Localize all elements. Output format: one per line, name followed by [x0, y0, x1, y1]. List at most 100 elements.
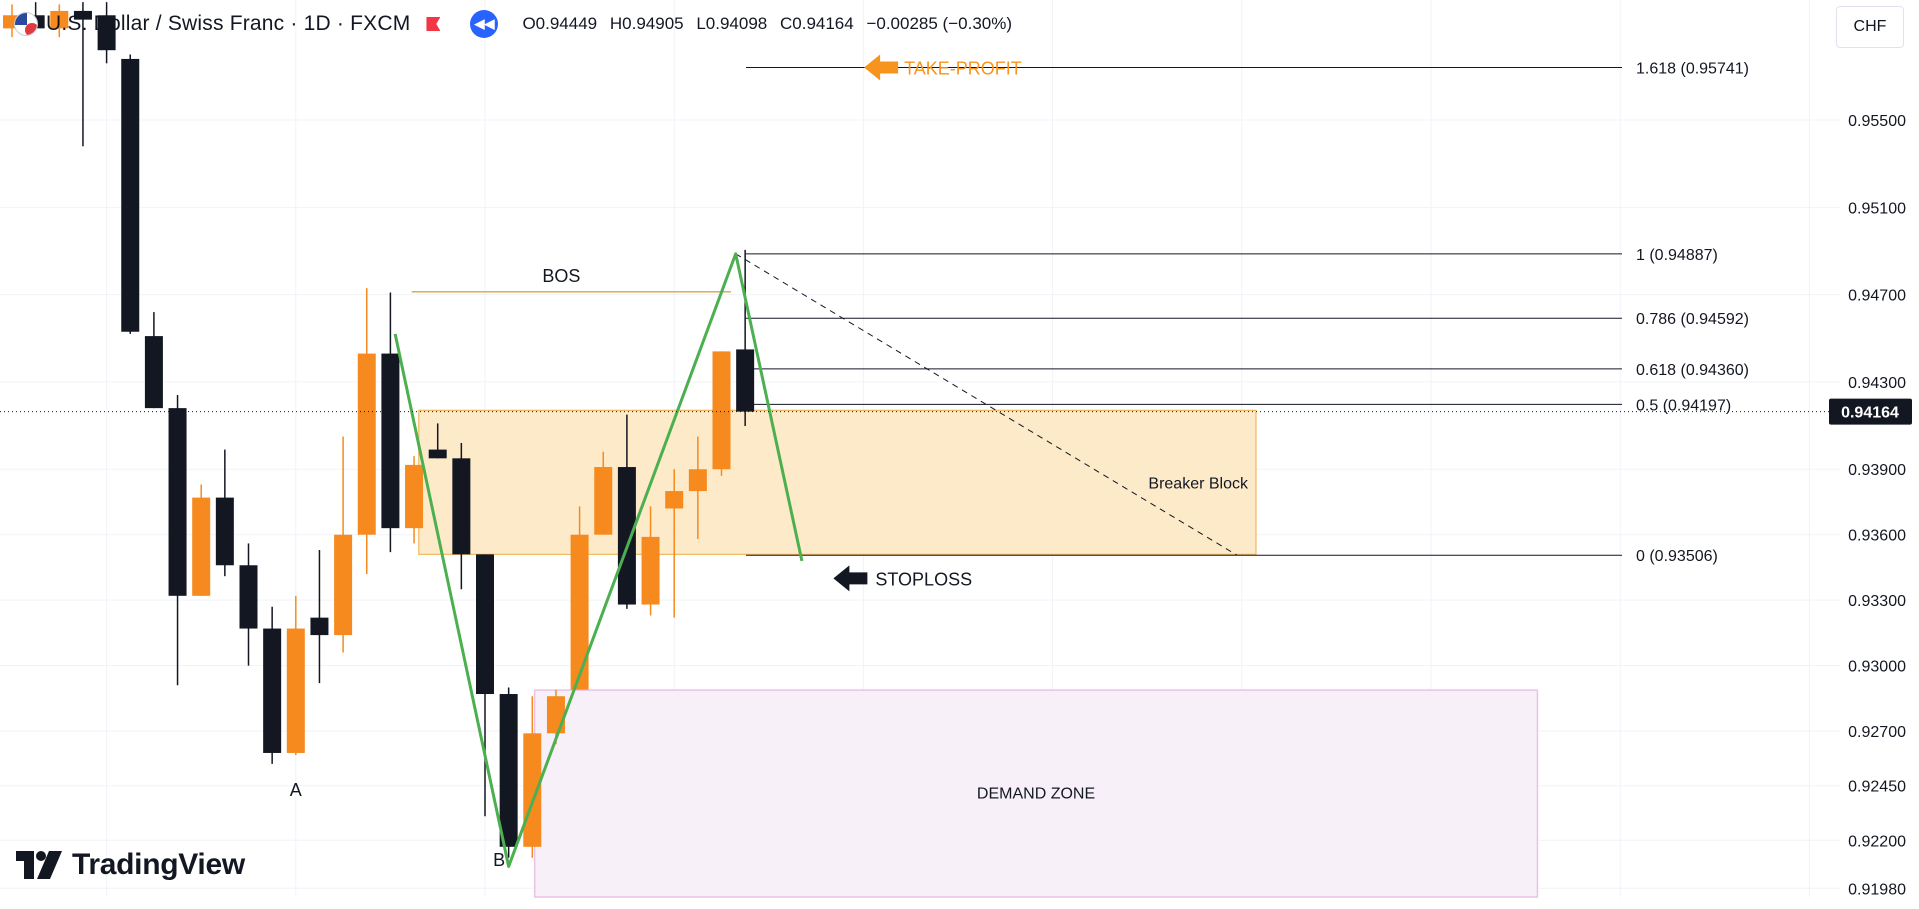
change-value: −0.00285 (−0.30%)	[866, 14, 1013, 33]
candle	[381, 292, 400, 553]
fib-level-label: 1.618 (0.95741)	[1636, 60, 1749, 77]
candle-body	[168, 408, 187, 596]
candle	[357, 288, 376, 574]
candle	[428, 423, 447, 459]
price-tick-label: 0.93900	[1848, 462, 1906, 479]
breaker-block	[418, 409, 1257, 555]
candle	[215, 449, 234, 577]
tradingview-logo-icon	[16, 851, 62, 879]
symbol-title[interactable]: U.S. Dollar / Swiss Franc · 1D · FXCM	[46, 12, 411, 35]
replay-icon[interactable]: ◀◀	[470, 10, 499, 38]
candle	[617, 414, 636, 609]
candle	[263, 606, 282, 764]
candle	[97, 2, 116, 64]
candle	[594, 451, 613, 535]
last-price-label: 0.94164	[1841, 405, 1899, 422]
candle-body	[215, 497, 234, 566]
candle-body	[428, 449, 447, 459]
candle-body	[239, 565, 258, 629]
dashed-trendline	[735, 253, 1238, 556]
candle-body	[594, 467, 613, 535]
candle-body	[476, 554, 494, 695]
candle	[192, 484, 211, 596]
price-tick-label: 0.94700	[1848, 288, 1906, 305]
low-value: L0.94098	[696, 14, 768, 33]
fib-level-label: 0.618 (0.94360)	[1636, 362, 1749, 379]
candle-body	[192, 497, 211, 596]
stoploss-label: STOPLOSS	[875, 569, 972, 589]
price-tick-label: 0.93300	[1848, 593, 1906, 610]
candle-body	[499, 694, 518, 847]
candle-body	[523, 733, 542, 847]
close-value: C0.94164	[779, 14, 854, 33]
candle-body	[405, 464, 424, 529]
candle	[688, 436, 707, 540]
candle	[736, 249, 755, 427]
last-price-badge	[1829, 398, 1912, 425]
candle	[452, 443, 471, 590]
candle-body	[121, 58, 140, 332]
candle	[641, 506, 660, 616]
candle	[121, 54, 140, 334]
candle-body	[617, 467, 636, 605]
price-tick-label: 0.92200	[1848, 833, 1906, 850]
candle	[144, 312, 163, 409]
candle-body	[50, 10, 69, 29]
candle	[286, 595, 305, 756]
candle-body	[736, 349, 755, 412]
candle-body	[357, 353, 376, 535]
price-tick-label: 0.93000	[1848, 659, 1906, 676]
pivot-label: B	[493, 850, 505, 870]
candle	[334, 436, 353, 653]
candle	[476, 554, 494, 817]
symbol-header[interactable]: U.S. Dollar / Swiss Franc · 1D · FXCM ◀◀…	[0, 0, 1020, 48]
fib-level-label: 0.786 (0.94592)	[1636, 311, 1749, 328]
candle	[168, 395, 187, 686]
flag-marker-icon[interactable]	[426, 17, 441, 31]
pivot-label: A	[290, 780, 302, 800]
fib-level-label: 0.5 (0.94197)	[1636, 397, 1731, 414]
candle-body	[263, 628, 282, 753]
price-tick-label: 0.93600	[1848, 528, 1906, 545]
price-tick-label: 0.91980	[1848, 881, 1906, 898]
price-tick-label: 0.92700	[1848, 724, 1906, 741]
candle-body	[310, 617, 329, 636]
candle	[73, 2, 92, 147]
high-value: H0.94905	[609, 14, 684, 33]
candle	[405, 456, 424, 544]
currency-selector[interactable]: CHF	[1836, 6, 1904, 48]
candle-body	[73, 10, 92, 20]
fib-level-label: 0 (0.93506)	[1636, 548, 1718, 565]
candle-body	[334, 534, 353, 636]
price-tick-label: 0.95100	[1848, 200, 1906, 217]
candle-body	[144, 336, 163, 409]
candle	[712, 351, 731, 476]
candle-body	[665, 491, 684, 509]
fib-level-label: 1 (0.94887)	[1636, 247, 1718, 264]
candle-body	[570, 534, 589, 690]
candle-body	[286, 628, 305, 753]
candle-body	[452, 458, 471, 555]
zigzag-path	[393, 252, 804, 868]
tradingview-logo[interactable]: TradingView	[16, 848, 245, 882]
candle	[50, 4, 69, 38]
currency-label: CHF	[1853, 18, 1887, 35]
candle-body	[97, 15, 116, 51]
candle	[665, 469, 684, 618]
demand-zone	[533, 689, 1539, 898]
price-axis: 0.95500 0.95100 0.94700 0.94300 0.93900 0.936…	[1829, 0, 1919, 909]
candle	[570, 506, 589, 690]
candle-body	[381, 353, 400, 529]
candle	[499, 687, 518, 858]
price-axis-background	[1840, 0, 1919, 909]
take-profit-arrow-icon	[864, 54, 899, 81]
stoploss-arrow-icon	[833, 565, 868, 592]
candle-body	[641, 536, 660, 605]
open-value: O0.94449	[522, 14, 598, 33]
candle-body	[546, 696, 565, 734]
price-tick-label: 0.92450	[1848, 779, 1906, 796]
price-tick-label: 0.94300	[1848, 375, 1906, 392]
candle	[239, 543, 258, 666]
take-profit-label: TAKE-PROFIT	[904, 58, 1022, 78]
